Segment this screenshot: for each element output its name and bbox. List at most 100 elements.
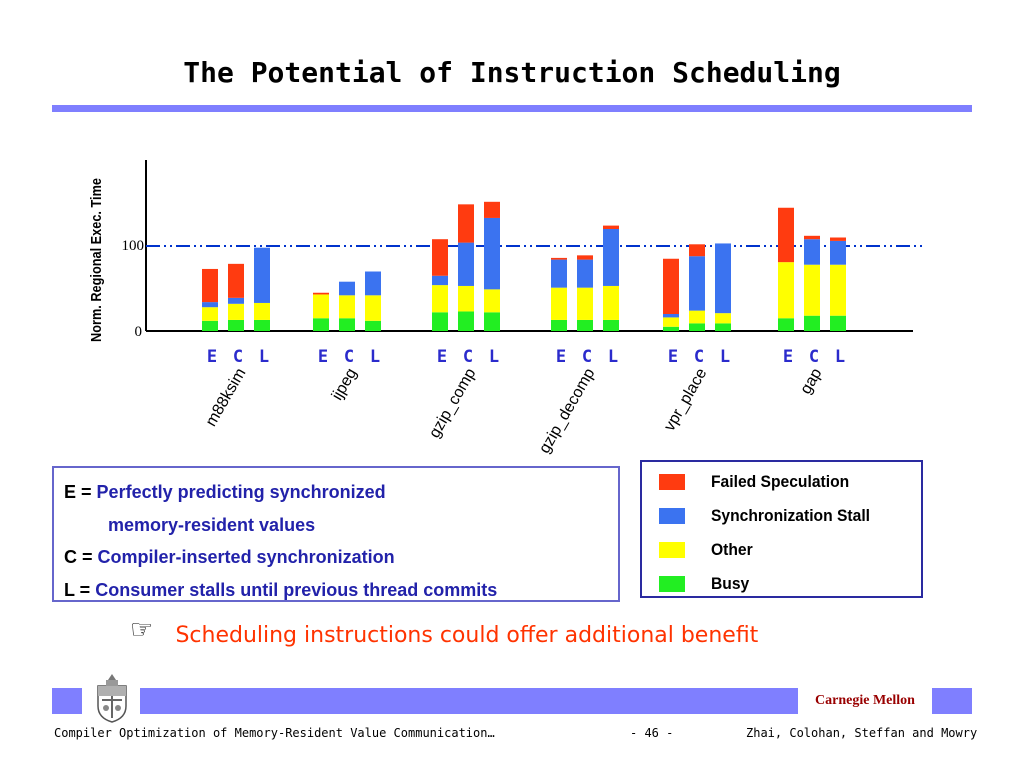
conclusion-note: ☞ Scheduling instructions could offer ad… [130,614,930,653]
pointing-hand-icon: ☞ [130,614,154,644]
bar-segment-failed-speculation [458,204,474,243]
bar-segment-other [432,285,448,313]
bar-segment-synchronization-stall [458,242,474,286]
bar-label: E [437,347,447,367]
key-c-text: Compiler-inserted synchronization [97,547,395,567]
key-l: L = [64,579,91,600]
bar-label: C [344,347,354,367]
bar-label: C [694,347,704,367]
legend-label: Busy [711,574,750,593]
bar-segment-synchronization-stall [254,247,270,303]
legend-label: Synchronization Stall [711,506,871,525]
bar-label: L [720,347,730,367]
footer-bar-middle [140,688,798,714]
key-l-line: L = Consumer stalls until previous threa… [64,574,608,607]
bar-segment-synchronization-stall [365,271,381,296]
bar-segment-busy [778,318,794,331]
benchmark-label: m88ksim [203,366,250,430]
bar-segment-synchronization-stall [830,240,846,265]
footer-authors: Zhai, Colohan, Steffan and Mowry [746,726,978,740]
key-c: C = [64,547,93,567]
benchmark-label: ijpeg [329,366,361,404]
bar-segment-busy [432,312,448,331]
footer-bar-left [52,688,82,714]
footer-bar-right [932,688,972,714]
bar-segment-busy [551,319,567,331]
key-e-text: Perfectly predicting synchronized [96,482,386,502]
bar-segment-busy [484,312,500,331]
legend-label: Failed Speculation [711,472,850,491]
bar-label: L [259,347,269,367]
bar-key-box: E = Perfectly predicting synchronized me… [52,466,620,602]
bar-segment-synchronization-stall [663,314,679,318]
bar-segment-busy [365,320,381,331]
bar-label: C [809,347,819,367]
bar-segment-failed-speculation [551,257,567,260]
bar-segment-failed-speculation [830,237,846,241]
bar-segment-failed-speculation [689,244,705,257]
bar-segment-other [715,313,731,324]
bar-label: E [207,347,217,367]
bar-label: L [370,347,380,367]
legend-swatch [659,474,685,490]
bar-segment-synchronization-stall [715,243,731,314]
bar-segment-busy [603,319,619,331]
conclusion-text: Scheduling instructions could offer addi… [175,623,759,648]
bar-label: E [318,347,328,367]
bar-segment-failed-speculation [202,268,218,303]
bar-label: E [783,347,793,367]
bar-segment-other [254,302,270,320]
bar-segment-other [778,262,794,319]
bar-label: L [835,347,845,367]
bar-label: C [582,347,592,367]
bar-segment-other [313,294,329,319]
slide-title: The Potential of Instruction Scheduling [183,56,841,89]
legend-swatch [659,576,685,592]
brand-label: Carnegie Mellon [798,688,932,714]
bar-segment-synchronization-stall [228,297,244,304]
y-axis-label: Norm. Regional Exec. Time [87,178,104,342]
bar-segment-busy [804,315,820,331]
title-divider [52,105,972,112]
bar-segment-failed-speculation [663,258,679,314]
bar-segment-busy [663,326,679,331]
bar-segment-other [804,264,820,316]
benchmark-label: gzip_decomp [536,365,598,456]
bar-segment-other [551,287,567,320]
bar-segment-failed-speculation [603,225,619,229]
bar-segment-synchronization-stall [339,281,355,296]
bar-segment-failed-speculation [804,235,820,240]
legend-swatch [659,542,685,558]
footer-title: Compiler Optimization of Memory-Resident… [54,726,495,740]
bar-segment-busy [339,318,355,331]
bar-label: E [556,347,566,367]
bar-segment-synchronization-stall [202,302,218,308]
bar-segment-busy [254,319,270,331]
key-c-line: C = Compiler-inserted synchronization [64,541,608,574]
bar-segment-synchronization-stall [689,256,705,311]
chart-legend: Failed Speculation Synchronization Stall O… [640,460,923,598]
key-e: E = [64,482,92,502]
benchmark-label: gap [797,365,825,397]
bar-segment-other [603,285,619,320]
bar-segment-other [202,307,218,321]
bar-segment-busy [715,323,731,331]
key-e-line: E = Perfectly predicting synchronized [64,476,608,509]
bar-segment-other [458,285,474,312]
bar-segment-busy [202,320,218,331]
key-e-text-continued: memory-resident values [108,514,316,535]
bar-label: E [668,347,678,367]
bar-segment-failed-speculation [484,201,500,218]
bar-segment-failed-speculation [577,255,593,260]
page-number: - 46 - [630,726,674,740]
university-crest-icon [97,674,127,723]
bar-label: C [463,347,473,367]
bar-segment-synchronization-stall [577,259,593,288]
bar-segment-failed-speculation [228,263,244,298]
bar-segment-other [339,295,355,319]
bar-label: L [608,347,618,367]
bar-segment-synchronization-stall [603,229,619,286]
legend-label: Other [711,540,753,559]
bar-segment-synchronization-stall [551,259,567,288]
